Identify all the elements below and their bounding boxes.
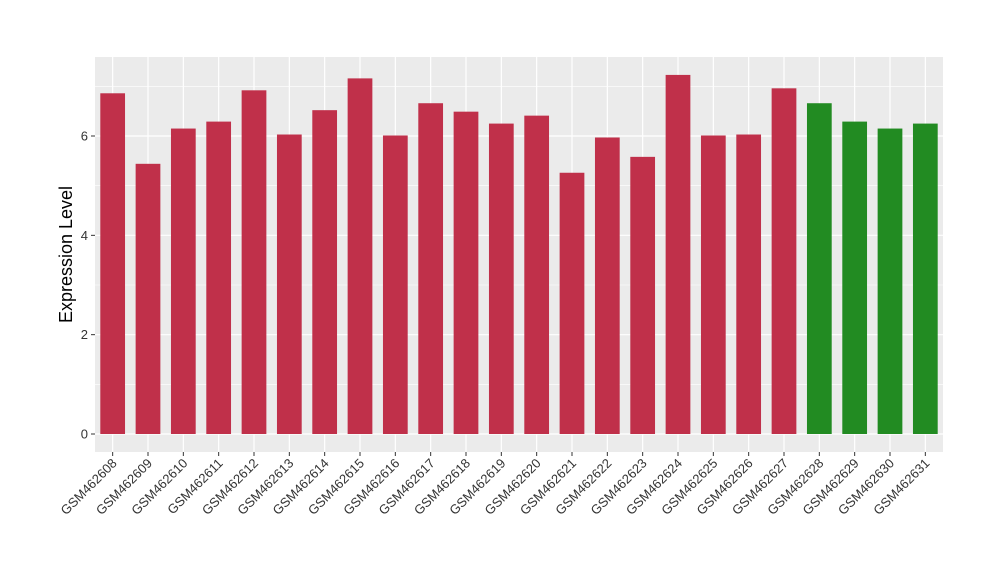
y-tick-label: 2: [81, 327, 88, 342]
y-tick-label: 4: [81, 228, 88, 243]
y-tick-label: 6: [81, 129, 88, 144]
bar-GSM462630: [877, 128, 903, 435]
bar-GSM462611: [206, 121, 232, 434]
bar-GSM462618: [453, 111, 479, 434]
bar-GSM462614: [312, 110, 338, 434]
x-axis: GSM462608GSM462609GSM462610GSM462611GSM4…: [58, 452, 932, 518]
bar-GSM462616: [382, 135, 408, 434]
bar-GSM462623: [630, 156, 656, 435]
y-tick-label: 0: [81, 427, 88, 442]
bar-GSM462625: [700, 135, 726, 434]
bar-GSM462631: [912, 123, 938, 434]
bar-GSM462626: [736, 134, 762, 434]
bar-GSM462608: [100, 93, 126, 434]
bar-GSM462620: [524, 115, 550, 435]
bar-GSM462610: [170, 128, 196, 435]
bar-GSM462621: [559, 172, 585, 434]
bars: [100, 74, 938, 435]
y-axis-title: Expression Level: [56, 186, 76, 323]
bar-GSM462617: [418, 103, 444, 434]
bar-GSM462622: [594, 137, 620, 435]
bar-GSM462624: [665, 74, 691, 434]
bar-GSM462628: [806, 103, 832, 434]
y-axis: 0 2 4 6: [81, 129, 95, 442]
bar-GSM462619: [488, 123, 514, 434]
bar-GSM462615: [347, 78, 373, 435]
bar-GSM462609: [135, 163, 161, 434]
bar-GSM462627: [771, 88, 797, 434]
bar-GSM462612: [241, 90, 267, 434]
bar-GSM462629: [842, 121, 868, 434]
plot-panel: [95, 57, 943, 452]
bar-GSM462613: [276, 134, 302, 434]
